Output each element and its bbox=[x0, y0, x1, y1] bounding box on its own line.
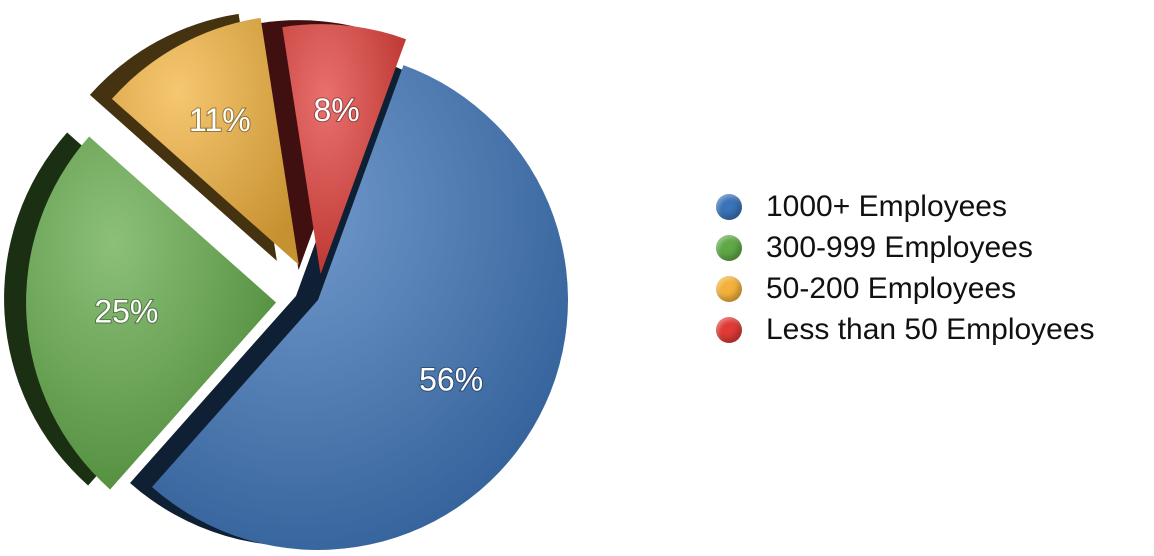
pie-slice-300-999 bbox=[26, 136, 277, 490]
slice-label-300-999: 25% bbox=[94, 293, 158, 329]
slice-label-1000-plus: 56% bbox=[419, 361, 483, 397]
legend-label-50-200: 50-200 Employees bbox=[766, 271, 1017, 305]
legend-item-1000-plus: 1000+ Employees bbox=[716, 186, 1095, 227]
legend-swatch-50-200 bbox=[716, 275, 742, 302]
legend-swatch-less-than-50 bbox=[716, 316, 742, 343]
legend-swatch-1000-plus bbox=[716, 193, 742, 220]
pie-slice-less-than-50 bbox=[282, 24, 407, 275]
pie-slice-50-200 bbox=[111, 17, 299, 265]
legend-item-less-than-50: Less than 50 Employees bbox=[716, 309, 1095, 350]
legend-label-less-than-50: Less than 50 Employees bbox=[766, 312, 1095, 346]
legend-label-300-999: 300-999 Employees bbox=[766, 230, 1033, 264]
slice-label-less-than-50: 8% bbox=[314, 92, 360, 128]
pie-slice-1000-plus bbox=[152, 65, 569, 551]
pie-plot-area: 56% 25% 11% 8% bbox=[4, 13, 569, 551]
chart-legend: 1000+ Employees 300-999 Employees 50-200… bbox=[716, 186, 1095, 350]
legend-item-50-200: 50-200 Employees bbox=[716, 268, 1095, 309]
slice-label-50-200: 11% bbox=[189, 102, 251, 138]
legend-item-300-999: 300-999 Employees bbox=[716, 227, 1095, 268]
legend-swatch-300-999 bbox=[716, 234, 742, 261]
legend-label-1000-plus: 1000+ Employees bbox=[766, 189, 1007, 223]
